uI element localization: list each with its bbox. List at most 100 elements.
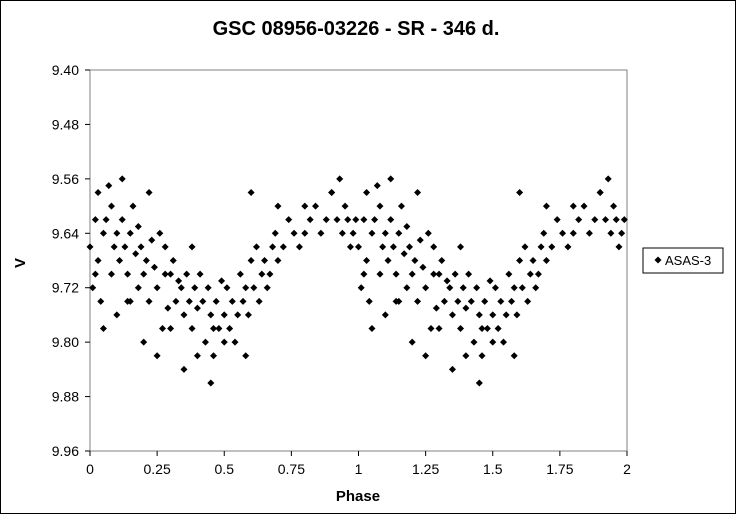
data-point <box>553 216 561 224</box>
data-point <box>360 270 368 278</box>
data-point <box>406 243 414 251</box>
data-point <box>419 263 427 271</box>
data-point <box>349 229 357 237</box>
data-point <box>134 222 142 230</box>
data-point <box>263 284 271 292</box>
data-point <box>559 229 567 237</box>
data-point <box>384 257 392 264</box>
data-point <box>145 188 153 196</box>
data-point <box>161 243 169 251</box>
data-point <box>156 229 164 237</box>
data-point <box>231 338 239 346</box>
data-point <box>290 229 298 237</box>
data-point <box>443 277 451 285</box>
data-point <box>140 338 148 346</box>
data-point <box>317 229 325 237</box>
data-point <box>153 284 161 292</box>
data-point <box>392 297 400 305</box>
data-point <box>169 257 177 264</box>
data-point <box>473 284 481 292</box>
data-point <box>188 243 196 251</box>
data-point <box>376 202 384 210</box>
data-point <box>113 229 121 237</box>
data-point <box>357 284 365 292</box>
data-point <box>532 284 540 292</box>
data-point <box>306 216 314 224</box>
data-point <box>569 229 577 237</box>
data-point <box>403 222 411 230</box>
data-point <box>210 325 218 333</box>
data-point <box>505 270 513 278</box>
data-point <box>255 297 263 305</box>
data-point <box>376 270 384 278</box>
data-point <box>607 229 615 237</box>
data-point <box>363 188 371 196</box>
data-point <box>346 243 354 251</box>
y-tick-label: 9.96 <box>52 443 79 459</box>
data-point <box>137 243 145 251</box>
data-point <box>341 202 349 210</box>
data-point <box>333 216 341 224</box>
data-point <box>403 284 411 292</box>
data-point <box>99 229 107 237</box>
data-point <box>279 243 287 251</box>
data-point <box>204 284 212 292</box>
data-point <box>585 229 593 237</box>
data-point <box>518 284 526 292</box>
data-point <box>427 325 435 333</box>
data-point <box>105 182 113 190</box>
data-point <box>94 257 102 264</box>
data-point <box>430 270 438 278</box>
data-point <box>196 270 204 278</box>
data-point <box>368 229 376 237</box>
data-point <box>465 270 473 278</box>
data-point <box>274 202 282 210</box>
data-point <box>604 175 612 183</box>
data-point <box>400 250 408 258</box>
data-point <box>167 270 175 278</box>
data-point <box>328 188 336 196</box>
x-axis-title: Phase <box>336 488 380 505</box>
data-point <box>102 216 110 224</box>
legend-marker-diamond-icon <box>654 256 662 264</box>
data-point <box>220 338 228 346</box>
data-point <box>381 229 389 237</box>
data-point <box>446 284 454 292</box>
data-point <box>387 175 395 183</box>
x-tick-label: 1.25 <box>412 461 439 477</box>
y-tick-label: 9.56 <box>52 171 79 187</box>
data-point <box>132 250 140 258</box>
data-point <box>602 216 610 224</box>
y-axis: 9.40 9.48 9.56 9.64 9.72 9.80 9.88 9.96 <box>52 62 90 459</box>
data-point <box>529 257 537 264</box>
data-point <box>247 257 255 264</box>
data-point <box>379 243 387 251</box>
data-point <box>414 297 422 305</box>
data-point <box>491 284 499 292</box>
x-tick-label: 0.75 <box>278 461 305 477</box>
data-point <box>371 216 379 224</box>
data-point <box>247 188 255 196</box>
data-point <box>207 311 215 319</box>
data-point <box>124 270 132 278</box>
data-point <box>94 188 102 196</box>
y-tick-label: 9.40 <box>52 62 79 78</box>
data-point <box>223 284 231 292</box>
data-point <box>537 243 545 251</box>
data-point <box>467 297 475 305</box>
data-point <box>489 311 497 319</box>
data-point <box>422 352 430 360</box>
data-point <box>459 284 467 292</box>
plot-area <box>89 69 628 452</box>
data-point <box>478 352 486 360</box>
x-tick-label: 1.75 <box>546 461 573 477</box>
data-point <box>526 270 534 278</box>
data-point <box>478 325 486 333</box>
y-tick-label: 9.72 <box>52 280 79 296</box>
data-point <box>411 257 419 264</box>
data-point <box>175 277 183 285</box>
data-point <box>392 270 400 278</box>
data-point <box>207 379 215 387</box>
